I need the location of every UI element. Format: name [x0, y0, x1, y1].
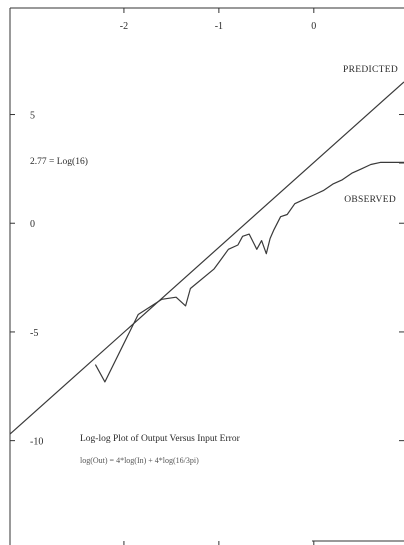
y-tick-label-2: -5 — [30, 328, 38, 339]
tick-labels: -2 -1 050-5-10 — [30, 21, 316, 448]
x-tick-label-2: 0 — [311, 21, 316, 32]
x-tick-label-1: -1 — [215, 21, 223, 32]
y-tick-label-0: 5 — [30, 111, 35, 122]
chart-title: Log-log Plot of Output Versus Input Erro… — [80, 433, 241, 444]
series-line-predicted — [9, 81, 404, 435]
tick-marks — [10, 8, 404, 545]
series-line-observed — [94, 161, 404, 383]
reference-label: 2.77 = Log(16) — [30, 156, 88, 167]
y-tick-label-3: -10 — [30, 437, 43, 448]
series — [9, 81, 404, 435]
x-tick-label-0: -2 — [120, 21, 128, 32]
predicted-label: PREDICTED — [343, 65, 398, 75]
y-tick-label-1: 0 — [30, 219, 35, 230]
chart-formula: log(Out) = 4*log(In) + 4*log(16/3pi) — [80, 456, 199, 465]
observed-label: OBSERVED — [344, 195, 396, 205]
